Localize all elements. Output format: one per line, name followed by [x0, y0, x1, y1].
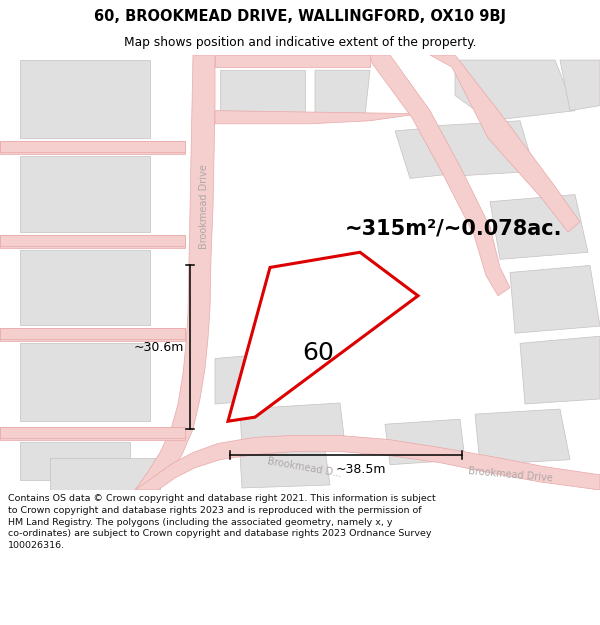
Text: ~315m²/~0.078ac.: ~315m²/~0.078ac.	[345, 219, 563, 239]
Polygon shape	[455, 60, 575, 121]
Polygon shape	[0, 141, 185, 152]
Polygon shape	[560, 60, 600, 111]
Polygon shape	[228, 253, 418, 421]
Polygon shape	[385, 419, 465, 465]
Polygon shape	[215, 353, 278, 404]
Polygon shape	[20, 442, 130, 480]
Polygon shape	[490, 194, 588, 259]
Polygon shape	[315, 70, 370, 116]
Polygon shape	[20, 343, 150, 421]
Text: ~38.5m: ~38.5m	[336, 462, 386, 476]
Polygon shape	[0, 428, 185, 441]
Polygon shape	[430, 55, 580, 232]
Text: Brookmead Drive: Brookmead Drive	[467, 466, 553, 484]
Text: Brookmead D...: Brookmead D...	[267, 456, 343, 479]
Polygon shape	[0, 235, 185, 246]
Polygon shape	[0, 328, 185, 339]
Polygon shape	[520, 336, 600, 404]
Polygon shape	[475, 409, 570, 465]
Polygon shape	[135, 55, 215, 490]
Text: Map shows position and indicative extent of the property.: Map shows position and indicative extent…	[124, 36, 476, 49]
Polygon shape	[215, 111, 420, 124]
Polygon shape	[0, 235, 185, 248]
Polygon shape	[370, 55, 510, 296]
Polygon shape	[240, 449, 330, 488]
Polygon shape	[395, 128, 448, 178]
Polygon shape	[0, 428, 185, 438]
Text: 60, BROOKMEAD DRIVE, WALLINGFORD, OX10 9BJ: 60, BROOKMEAD DRIVE, WALLINGFORD, OX10 9…	[94, 9, 506, 24]
Polygon shape	[20, 60, 150, 138]
Text: Contains OS data © Crown copyright and database right 2021. This information is : Contains OS data © Crown copyright and d…	[8, 494, 436, 550]
Text: 60: 60	[302, 341, 334, 366]
Polygon shape	[20, 250, 150, 325]
Polygon shape	[50, 458, 160, 490]
Polygon shape	[215, 55, 370, 67]
Polygon shape	[510, 266, 600, 333]
Polygon shape	[435, 121, 535, 176]
Polygon shape	[220, 70, 305, 118]
Text: Brookmead Drive: Brookmead Drive	[199, 164, 209, 249]
Polygon shape	[0, 141, 185, 154]
Polygon shape	[135, 436, 600, 490]
Polygon shape	[240, 403, 345, 449]
Polygon shape	[0, 328, 185, 341]
Polygon shape	[20, 156, 150, 232]
Text: ~30.6m: ~30.6m	[134, 341, 184, 354]
